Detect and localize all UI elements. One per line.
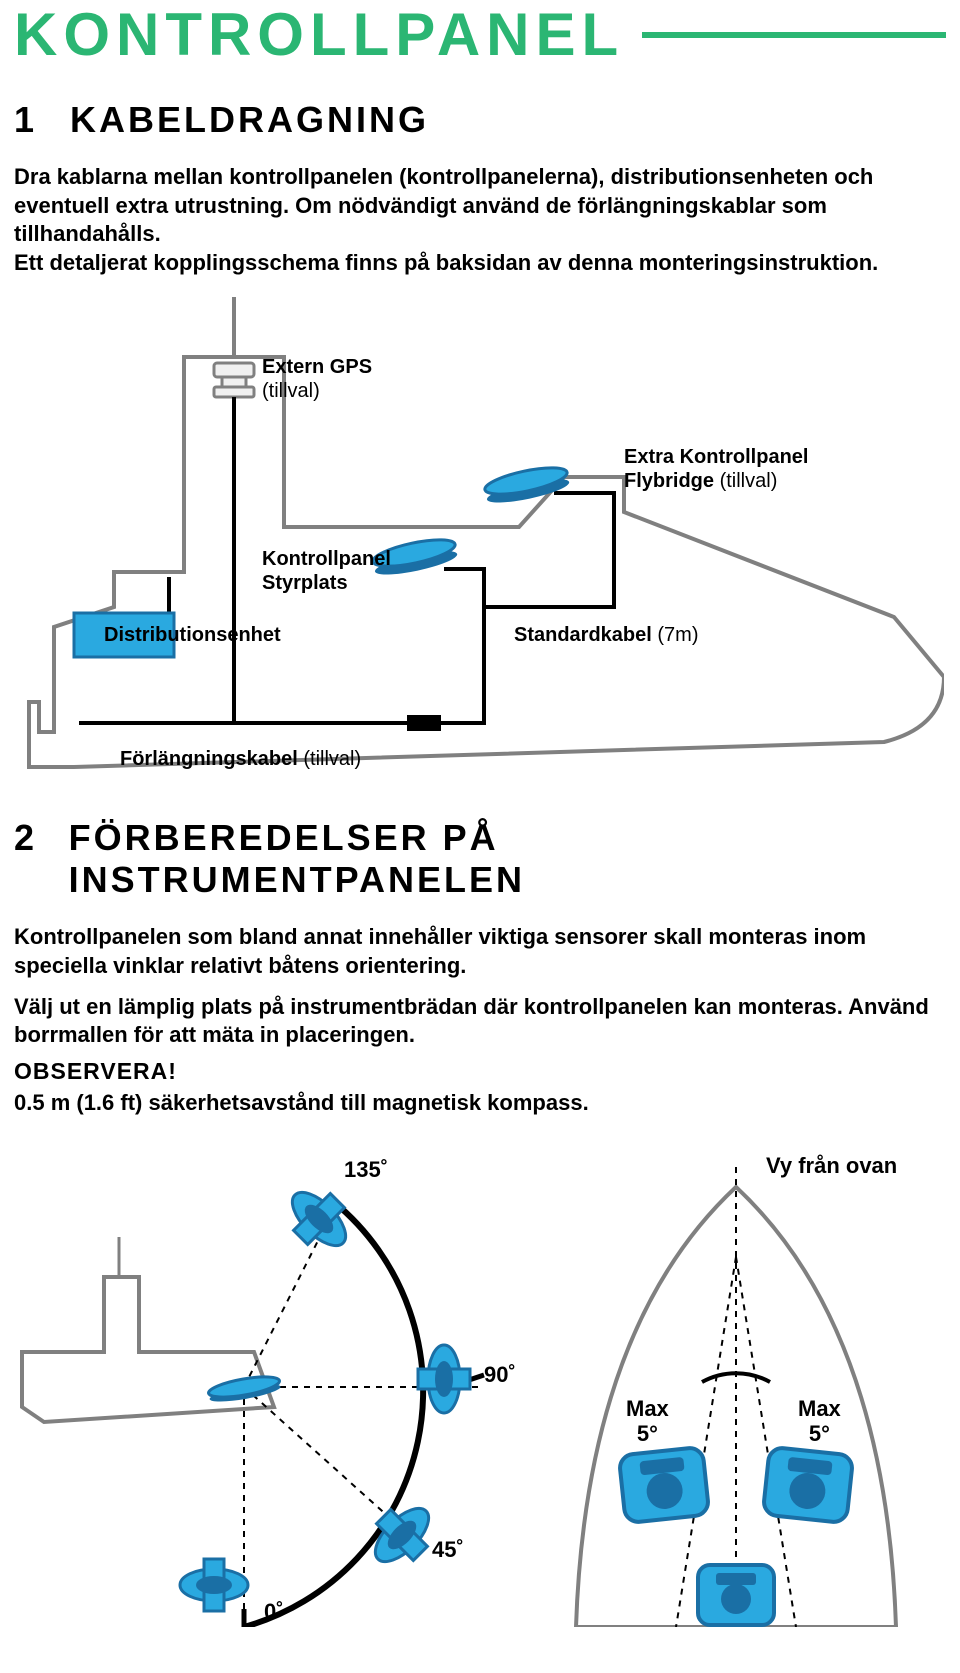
section1-heading: 1 KABELDRAGNING (14, 99, 946, 141)
label-0: 0˚ (264, 1599, 284, 1625)
label-max-left: Max 5° (626, 1397, 669, 1445)
label-forlangningskabel: Förlängningskabel (tillval) (120, 747, 361, 771)
angle-side-view: 135˚ 90˚ 45˚ 0˚ (14, 1147, 494, 1627)
label-extra-kontrollpanel: Extra Kontrollpanel Flybridge (tillval) (624, 445, 808, 493)
section2-para2: Välj ut en lämplig plats på instrumentbr… (14, 993, 946, 1050)
section2-title: FÖRBEREDELSER PÅ INSTRUMENTPANELEN (69, 817, 946, 901)
label-kontrollpanel-styrplats: Kontrollpanel Styrplats (262, 547, 391, 595)
label-distributionsenhet: Distributionsenhet (104, 623, 281, 647)
section2-heading: 2 FÖRBEREDELSER PÅ INSTRUMENTPANELEN (14, 817, 946, 901)
angle-side-svg (14, 1147, 494, 1627)
angle-diagrams: 135˚ 90˚ 45˚ 0˚ (14, 1147, 946, 1627)
header-rule (642, 32, 946, 38)
section1-para: Dra kablarna mellan kontrollpanelen (kon… (14, 163, 946, 277)
boat-cabling-diagram: Extern GPS (tillval) Extra Kontrollpanel… (14, 297, 944, 797)
boat-svg (14, 297, 944, 797)
label-max-right: Max 5° (798, 1397, 841, 1445)
section1-title: KABELDRAGNING (70, 99, 429, 141)
angle-top-svg (526, 1147, 946, 1627)
header-title: KONTROLLPANEL (14, 0, 642, 69)
section2-para3: 0.5 m (1.6 ft) säkerhetsavstånd till mag… (14, 1089, 946, 1118)
section2-observe: OBSERVERA! (14, 1058, 946, 1085)
section2-num: 2 (14, 817, 69, 901)
label-standardkabel: Standardkabel (7m) (514, 623, 699, 647)
angle-top-view: Vy från ovan Max 5° Max 5° (526, 1147, 946, 1627)
section2-para1: Kontrollpanelen som bland annat innehåll… (14, 923, 946, 980)
label-top-title: Vy från ovan (766, 1153, 897, 1179)
section1-num: 1 (14, 99, 70, 141)
label-135: 135˚ (344, 1157, 388, 1183)
page-header: KONTROLLPANEL (14, 0, 946, 69)
label-90: 90˚ (484, 1362, 516, 1388)
label-extern-gps: Extern GPS (tillval) (262, 355, 372, 403)
label-45: 45˚ (432, 1537, 464, 1563)
